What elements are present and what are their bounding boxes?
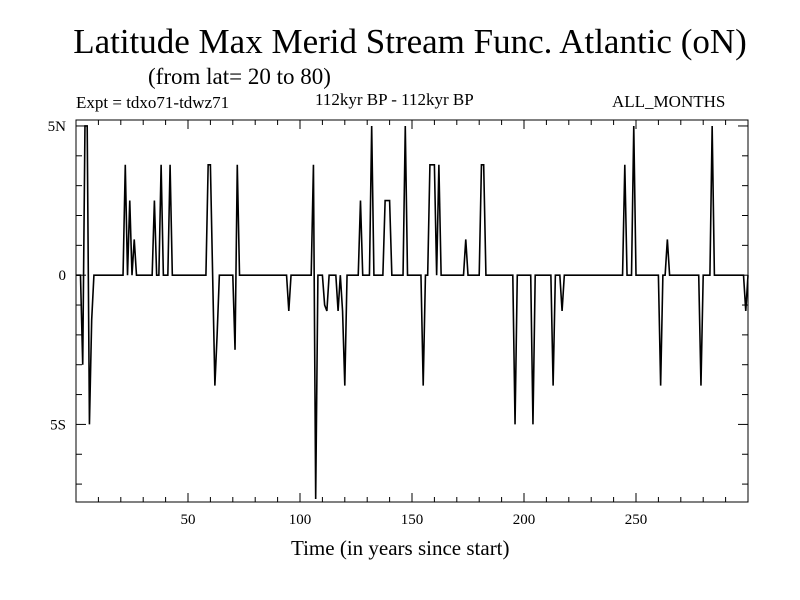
x-tick-label: 100 <box>289 512 312 528</box>
chart-subtitle: (from lat= 20 to 80) <box>148 64 331 89</box>
x-tick-label: 200 <box>513 512 536 528</box>
axis-tick-labels: 50 100 150 200 250 5N 0 5S <box>48 119 648 528</box>
y-tick-label: 0 <box>59 268 67 284</box>
months-label: ALL_MONTHS <box>612 92 726 111</box>
experiment-label: Expt = tdxo71-tdwz71 <box>76 93 230 112</box>
series-line <box>76 125 749 500</box>
axis-ticks <box>76 120 748 502</box>
x-tick-label: 150 <box>401 512 424 528</box>
period-label: 112kyr BP - 112kyr BP <box>315 90 474 109</box>
plot-frame <box>75 119 749 503</box>
x-tick-label: 250 <box>625 512 648 528</box>
y-tick-label: 5S <box>50 417 66 433</box>
y-tick-label: 5N <box>48 119 67 135</box>
chart-title: Latitude Max Merid Stream Func. Atlantic… <box>73 22 747 61</box>
x-axis-label: Time (in years since start) <box>291 536 510 560</box>
x-tick-label: 50 <box>181 512 196 528</box>
